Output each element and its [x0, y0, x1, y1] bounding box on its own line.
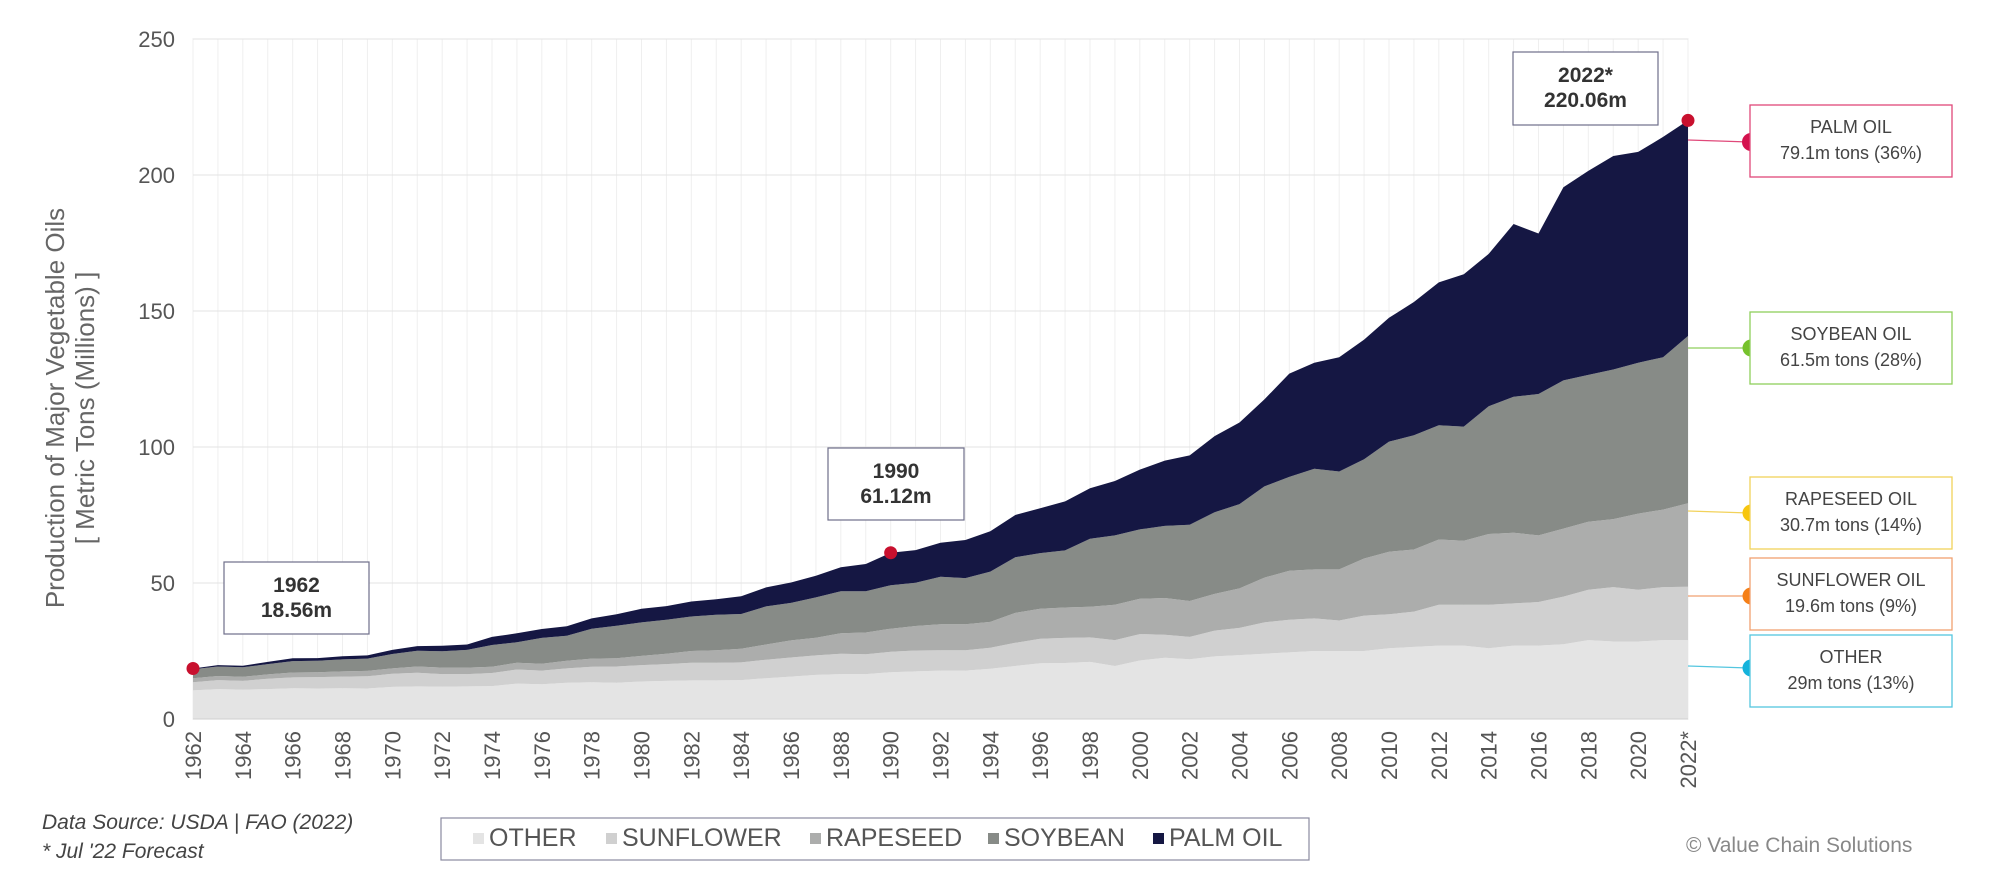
legend: OTHER SUNFLOWER RAPESEED SOYBEAN PALM OIL [440, 817, 1310, 861]
y-axis-label-line1: Production of Major Vegetable Oils [40, 208, 70, 608]
x-tick-label: 2006 [1277, 731, 1302, 780]
y-tick-label: 250 [138, 27, 175, 52]
y-tick-label: 100 [138, 435, 175, 460]
legend-label: OTHER [489, 824, 577, 852]
annotation-value: 18.56m [261, 599, 332, 622]
x-tick-label: 1994 [978, 731, 1003, 780]
legend-label: RAPESEED [826, 824, 962, 852]
legend-swatch [473, 833, 484, 844]
x-tick-label: 2018 [1576, 731, 1601, 780]
forecast-note: * Jul '22 Forecast [42, 840, 204, 863]
copyright: © Value Chain Solutions [1686, 834, 1913, 857]
x-tick-label: 2008 [1327, 731, 1352, 780]
annotation-box [1512, 51, 1659, 126]
annotation-marker [884, 546, 898, 560]
right-label-detail: 30.7m tons (14%) [1780, 515, 1922, 535]
y-tick-label: 200 [138, 163, 175, 188]
y-axis-label-line2: [ Metric Tons (Millions) ] [70, 272, 100, 545]
x-tick-label: 2010 [1377, 731, 1402, 780]
x-tick-label: 1996 [1028, 731, 1053, 780]
right-label-name: RAPESEED OIL [1785, 489, 1917, 509]
x-tick-label: 1982 [679, 731, 704, 780]
right-label-detail: 19.6m tons (9%) [1785, 596, 1917, 616]
legend-box [440, 817, 1310, 861]
annotation-marker [1681, 113, 1695, 127]
x-tick-label: 1984 [729, 731, 754, 780]
annotation-marker [186, 662, 200, 676]
annotation-box [827, 447, 965, 521]
annotation-year: 1962 [273, 574, 320, 597]
x-tick-label: 2000 [1128, 731, 1153, 780]
x-tick-label: 1992 [929, 731, 954, 780]
area-soybean [193, 336, 1688, 679]
y-tick-labels: 0 50 100 150 200 250 [138, 27, 175, 732]
x-tick-label: 2002 [1178, 731, 1203, 780]
right-label-connector [1687, 665, 1750, 669]
area-other [193, 640, 1688, 719]
right-label-box [1749, 311, 1953, 385]
right-label-connector [1687, 139, 1750, 143]
right-label-connector [1687, 510, 1750, 514]
y-tick-label: 0 [163, 707, 175, 732]
x-tick-label: 1964 [231, 731, 256, 780]
x-tick-label: 2020 [1626, 731, 1651, 780]
x-tick-label: 1998 [1078, 731, 1103, 780]
legend-swatch [988, 833, 999, 844]
right-label-box [1749, 634, 1953, 708]
annotation-year: 1990 [873, 460, 920, 483]
area-series-group [193, 120, 1688, 719]
area-palm-oil [193, 120, 1688, 670]
x-tick-label: 1988 [829, 731, 854, 780]
x-tick-label: 1976 [530, 731, 555, 780]
legend-swatch [810, 833, 821, 844]
x-tick-label: 1974 [480, 731, 505, 780]
annotation-box [223, 561, 370, 635]
annotation-value: 61.12m [860, 485, 931, 508]
right-labels: PALM OIL 79.1m tons (36%) SOYBEAN OIL 61.5m… [1687, 104, 1953, 708]
x-tick-label: 1972 [430, 731, 455, 780]
area-rapeseed [193, 503, 1688, 683]
area-sunflower [193, 586, 1688, 691]
right-label-detail: 79.1m tons (36%) [1780, 143, 1922, 163]
right-label-detail: 29m tons (13%) [1787, 673, 1914, 693]
legend-label: SOYBEAN [1004, 824, 1125, 852]
right-label-box [1749, 557, 1953, 631]
right-label-box [1749, 476, 1953, 550]
x-tick-label: 2012 [1427, 731, 1452, 780]
y-tick-label: 150 [138, 299, 175, 324]
x-tick-labels: 1962 1964 1966 1968 1970 1972 1974 1976 1978 1980… [181, 731, 1701, 789]
x-tick-label: 2022* [1676, 731, 1701, 789]
legend-swatch [606, 833, 617, 844]
right-label-name: PALM OIL [1810, 117, 1892, 137]
x-tick-label: 1968 [331, 731, 356, 780]
right-label-box [1749, 104, 1953, 178]
data-source-note: Data Source: USDA | FAO (2022) [42, 811, 354, 834]
x-tick-label: 1966 [281, 731, 306, 780]
x-tick-label: 1986 [779, 731, 804, 780]
x-tick-label: 2014 [1477, 731, 1502, 780]
x-tick-label: 2004 [1228, 731, 1253, 780]
right-label-detail: 61.5m tons (28%) [1780, 350, 1922, 370]
x-tick-label: 1962 [181, 731, 206, 780]
x-tick-label: 1970 [380, 731, 405, 780]
legend-label: SUNFLOWER [622, 824, 782, 852]
annotation-value: 220.06m [1544, 89, 1627, 112]
x-tick-label: 1980 [630, 731, 655, 780]
annotation-year: 2022* [1558, 64, 1614, 87]
legend-label: PALM OIL [1169, 824, 1283, 852]
x-tick-label: 1990 [879, 731, 904, 780]
right-label-name: OTHER [1820, 647, 1883, 667]
right-label-name: SOYBEAN OIL [1790, 324, 1911, 344]
x-tick-label: 2016 [1527, 731, 1552, 780]
legend-swatch [1153, 833, 1164, 844]
right-label-name: SUNFLOWER OIL [1776, 570, 1925, 590]
x-tick-label: 1978 [580, 731, 605, 780]
y-tick-label: 50 [151, 571, 175, 596]
